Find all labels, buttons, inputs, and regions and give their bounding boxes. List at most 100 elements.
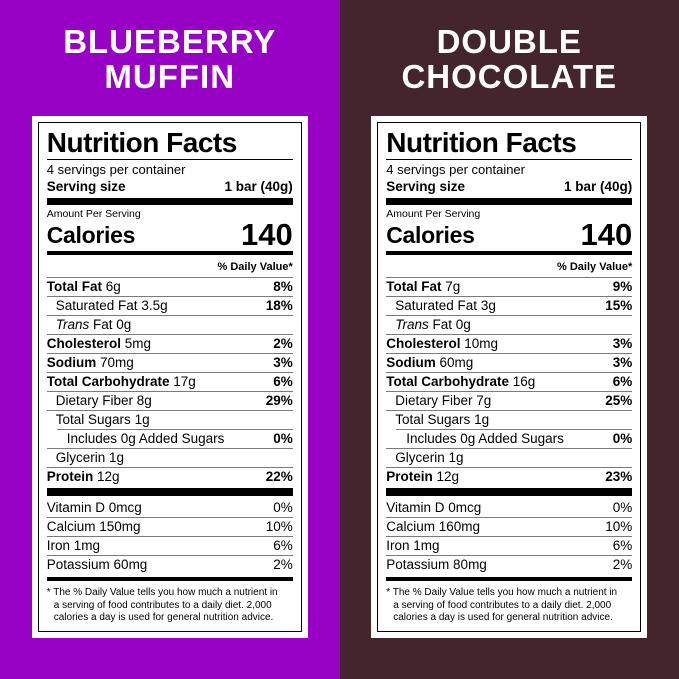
nutrient-name: Potassium	[386, 557, 450, 572]
daily-value: 3%	[612, 355, 633, 370]
nutrient-rows: Total Fat 6g 8% Saturated Fat 3.5g 18% Trans…	[46, 277, 293, 486]
flavor-title: DOUBLE CHOCOLATE	[401, 24, 617, 94]
nutrient-row: Total Sugars 1g	[386, 410, 633, 429]
servings-per-container: 4 servings per container	[386, 162, 525, 177]
medium-divider-bar	[386, 577, 633, 581]
nutrient-text: Total Sugars 1g	[386, 412, 489, 427]
nutrient-row: Total Fat 6g 8%	[46, 277, 293, 296]
nutrient-row: Sodium 60mg 3%	[386, 353, 633, 372]
serving-size-row: Serving size 1 bar (40g)	[47, 178, 293, 195]
nutrition-facts-title: Nutrition Facts	[386, 127, 577, 158]
nutrient-text: Total Sugars 1g	[47, 412, 150, 427]
nutrient-name: Calcium	[386, 519, 436, 534]
nutrient-text: Iron 1mg	[47, 538, 100, 553]
nutrient-row: Iron 1mg 6%	[386, 536, 633, 555]
daily-value: 3%	[273, 355, 293, 370]
daily-value: 8%	[273, 279, 293, 294]
nutrient-row: Potassium 80mg 2%	[386, 555, 633, 574]
medium-divider-bar	[46, 251, 293, 255]
nutrient-row: Total Carbohydrate 16g 6%	[386, 372, 633, 391]
nutrient-name: Total Fat	[386, 279, 442, 294]
nutrient-text: Saturated Fat 3.5g	[47, 298, 168, 313]
nutrient-row: Calcium 150mg 10%	[46, 517, 293, 536]
nutrient-amount: 12g	[436, 469, 460, 484]
nutrition-facts-label: Nutrition Facts 4 servings per container…	[31, 116, 308, 638]
title-rule	[386, 159, 633, 160]
nutrition-facts-box: Nutrition Facts 4 servings per container…	[377, 122, 642, 632]
nutrient-name: Cholesterol	[386, 336, 461, 351]
nutrient-amount: 70mg	[100, 355, 134, 370]
amount-per-serving-label: Amount Per Serving	[386, 208, 481, 220]
footnote-line: * The % Daily Value tells you how much a…	[46, 587, 278, 598]
title-rule	[46, 159, 293, 160]
nutrient-name: Saturated Fat	[395, 298, 478, 313]
nutrient-amount: 16g	[512, 374, 536, 389]
nutrient-row: Iron 1mg 6%	[46, 536, 293, 555]
calories-value: 140	[580, 217, 633, 252]
nutrient-amount: 3g	[480, 298, 496, 313]
nutrient-row: Trans Fat 0g	[46, 315, 293, 334]
flavor-title-line1: BLUEBERRY	[63, 23, 277, 60]
nutrient-row: Total Sugars 1g	[46, 410, 293, 429]
nutrient-name: Sodium	[46, 355, 97, 370]
vitamin-rows: Vitamin D 0mcg 0% Calcium 150mg 10% Iron 1mg…	[46, 498, 293, 574]
nutrient-name: Dietary Fiber	[395, 393, 473, 408]
daily-value: 25%	[605, 393, 633, 408]
nutrient-name: Protein	[46, 469, 94, 484]
nutrient-row: Potassium 60mg 2%	[46, 555, 293, 574]
nutrient-row: Glycerin 1g	[386, 448, 633, 467]
daily-value: 3%	[612, 336, 633, 351]
nutrient-amount: 0mcg	[108, 500, 142, 515]
calories-row: Calories 140	[46, 219, 293, 250]
nutrient-name: Total Fat	[46, 279, 102, 294]
nutrient-row: Cholesterol 5mg 2%	[46, 334, 293, 353]
nutrient-name: Includes 0g Added Sugars	[406, 431, 564, 446]
nutrient-rows: Total Fat 7g 9% Saturated Fat 3g 15% Trans F…	[386, 277, 633, 486]
nutrient-amount: 3.5g	[141, 298, 168, 313]
nutrient-row: Protein 12g 23%	[386, 467, 633, 486]
nutrient-name: Sodium	[386, 355, 436, 370]
daily-value: 6%	[612, 538, 633, 553]
daily-value: 6%	[612, 374, 633, 389]
nutrient-amount: Fat 0g	[93, 317, 132, 332]
serving-size-label: Serving size	[46, 179, 126, 194]
daily-value: 22%	[265, 469, 293, 484]
nutrient-text: Includes 0g Added Sugars	[47, 431, 225, 446]
nutrient-text: Potassium 60mg	[47, 557, 148, 572]
nutrient-amount: 150mg	[99, 519, 141, 534]
nutrient-row: Saturated Fat 3g 15%	[386, 296, 633, 315]
vitamin-rows: Vitamin D 0mcg 0% Calcium 160mg 10% Iron 1mg…	[386, 498, 633, 574]
nutrient-text: Total Fat 6g	[47, 279, 121, 294]
flavor-title-line2: CHOCOLATE	[401, 58, 618, 95]
daily-value-footnote: * The % Daily Value tells you how much a…	[386, 584, 632, 625]
thick-divider-bar	[386, 198, 633, 205]
nutrition-facts-label: Nutrition Facts 4 servings per container…	[371, 116, 648, 638]
nutrient-text: Vitamin D 0mcg	[47, 500, 142, 515]
nutrient-text: Includes 0g Added Sugars	[386, 431, 564, 446]
nutrient-name: Trans	[395, 317, 429, 332]
nutrition-facts-box: Nutrition Facts 4 servings per container…	[37, 122, 302, 632]
nutrient-row: Saturated Fat 3.5g 18%	[46, 296, 293, 315]
daily-value: 0%	[273, 500, 293, 515]
amount-per-serving-label: Amount Per Serving	[46, 208, 141, 220]
serving-size-value: 1 bar (40g)	[563, 179, 633, 194]
daily-value: 2%	[612, 557, 633, 572]
calories-label: Calories	[386, 222, 475, 248]
thick-divider-bar	[386, 488, 633, 496]
nutrient-name: Dietary Fiber	[55, 393, 134, 408]
nutrient-row: Cholesterol 10mg 3%	[386, 334, 633, 353]
serving-size-row: Serving size 1 bar (40g)	[386, 178, 632, 195]
flavor-title: BLUEBERRY MUFFIN	[63, 24, 276, 94]
daily-value: 18%	[265, 298, 293, 313]
daily-value-header: % Daily Value*	[217, 261, 293, 273]
footnote-line: * The % Daily Value tells you how much a…	[386, 587, 618, 598]
daily-value: 9%	[612, 279, 633, 294]
flavor-title-line1: DOUBLE	[436, 23, 582, 60]
daily-value: 0%	[612, 431, 633, 446]
nutrient-name: Iron	[386, 538, 410, 553]
nutrient-text: Calcium 150mg	[47, 519, 141, 534]
nutrient-name: Protein	[386, 469, 433, 484]
flavor-title-line2: MUFFIN	[104, 58, 236, 95]
nutrient-name: Saturated Fat	[55, 298, 138, 313]
calories-label: Calories	[46, 222, 136, 248]
